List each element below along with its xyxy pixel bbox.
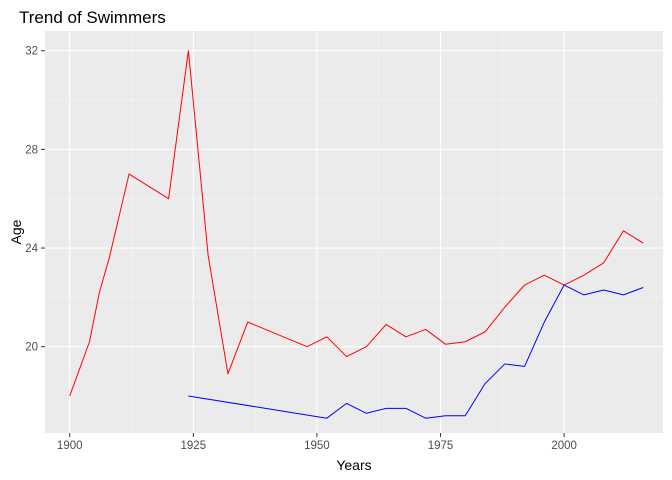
major-gridlines — [45, 31, 663, 433]
chart-title: Trend of Swimmers — [19, 8, 166, 27]
x-tick-label: 1925 — [181, 440, 207, 452]
y-tick-label: 32 — [25, 46, 38, 58]
series-lines — [69, 50, 644, 419]
y-tick-label: 20 — [25, 342, 38, 354]
x-axis-title: Years — [336, 457, 371, 473]
minor-gridlines — [45, 31, 663, 433]
x-tick-label: 1900 — [57, 440, 83, 452]
y-tick-label: 24 — [25, 243, 38, 255]
x-tick-label: 2000 — [551, 440, 577, 452]
x-tick-label: 1950 — [304, 440, 330, 452]
series-line-2 — [188, 284, 644, 419]
y-tick-label: 28 — [25, 144, 38, 156]
plot-panel — [45, 31, 663, 433]
series-line-1 — [69, 50, 644, 397]
x-axis: 1900 1925 1950 1975 2000 — [57, 433, 577, 452]
y-axis: 20 24 28 32 — [25, 46, 45, 354]
x-tick-label: 1975 — [428, 440, 454, 452]
y-axis-title: Age — [8, 219, 24, 244]
